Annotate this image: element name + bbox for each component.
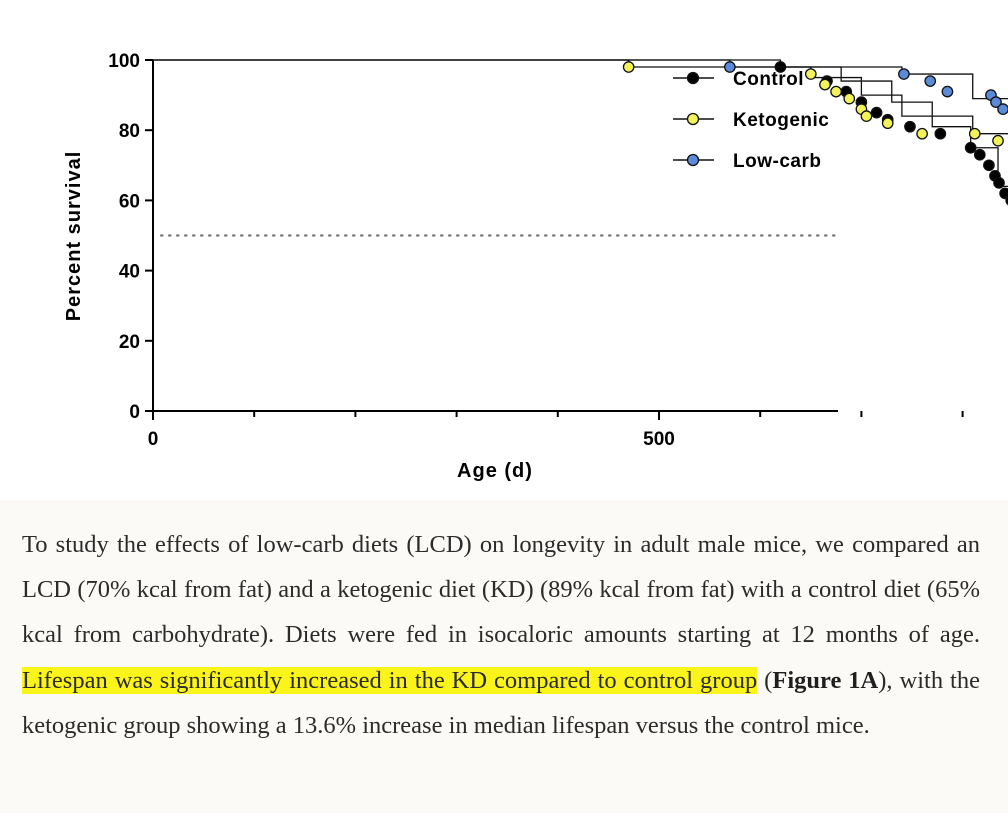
- legend-marker: [686, 153, 700, 167]
- y-tick-label: 20: [119, 332, 140, 353]
- figure-reference: Figure 1A: [772, 666, 879, 694]
- legend-marker: [686, 112, 700, 126]
- y-tick-label: 40: [119, 262, 140, 283]
- censor-point: [964, 141, 977, 154]
- x-axis-title: Age (d): [457, 460, 533, 482]
- survival-step-line: [153, 59, 1008, 135]
- axes: 02040608010005001000: [108, 51, 964, 450]
- censor-point: [999, 187, 1008, 200]
- censor-point: [723, 61, 736, 73]
- censor-point: [904, 120, 916, 133]
- legend-marker: [686, 71, 700, 85]
- paragraph-text-3: ), with the ketogenic group showing a 13…: [22, 666, 980, 739]
- y-tick-label: 60: [119, 191, 140, 212]
- censor-point: [990, 96, 1002, 108]
- censor-point: [804, 68, 817, 80]
- censor-point: [968, 127, 981, 140]
- y-tick-label: 0: [129, 402, 140, 423]
- censor-point: [843, 92, 856, 105]
- censor-point: [993, 177, 1005, 189]
- censor-point: [924, 75, 937, 87]
- x-tick-label: 0: [148, 429, 159, 450]
- survival-figure: 02040608010005001000Age (d)Percent survi…: [63, 51, 1008, 482]
- series-low-carb: [153, 59, 1008, 115]
- censor-point: [860, 110, 873, 123]
- censor-point: [622, 61, 635, 73]
- survival-step-line: [153, 59, 1008, 100]
- censor-point: [916, 127, 928, 140]
- survival-chart: 02040608010005001000Age (d)Percent survi…: [63, 51, 1008, 482]
- censor-point: [997, 103, 1008, 115]
- series-ketogenic: [153, 59, 1008, 147]
- body-paragraph: To study the effects of low-carb diets (…: [22, 522, 980, 748]
- paragraph-text-1: To study the effects of low-carb diets (…: [22, 531, 980, 649]
- legend-label: Control: [733, 69, 804, 90]
- censor-point: [973, 148, 986, 161]
- legend-label: Ketogenic: [733, 110, 829, 131]
- censor-point: [870, 106, 883, 119]
- x-tick-label: 500: [643, 429, 675, 450]
- legend-label: Low-carb: [733, 151, 821, 172]
- highlighted-sentence: Lifespan was significantly increased in …: [22, 666, 758, 694]
- censor-point: [983, 159, 995, 172]
- y-tick-label: 100: [108, 51, 140, 72]
- y-axis-title: Percent survival: [63, 151, 85, 322]
- censor-point: [881, 117, 894, 130]
- censor-point: [830, 85, 842, 98]
- y-tick-label: 80: [119, 121, 140, 142]
- censor-point: [992, 134, 1004, 147]
- censor-point: [1005, 195, 1008, 206]
- censor-point: [934, 127, 947, 140]
- censor-point: [898, 68, 910, 80]
- censor-point: [941, 85, 954, 98]
- text-block: To study the effects of low-carb diets (…: [0, 500, 1008, 813]
- censor-point: [819, 78, 831, 91]
- legend: Control Ketogenic Low-carb: [673, 69, 829, 172]
- paragraph-text-2: (: [757, 666, 773, 694]
